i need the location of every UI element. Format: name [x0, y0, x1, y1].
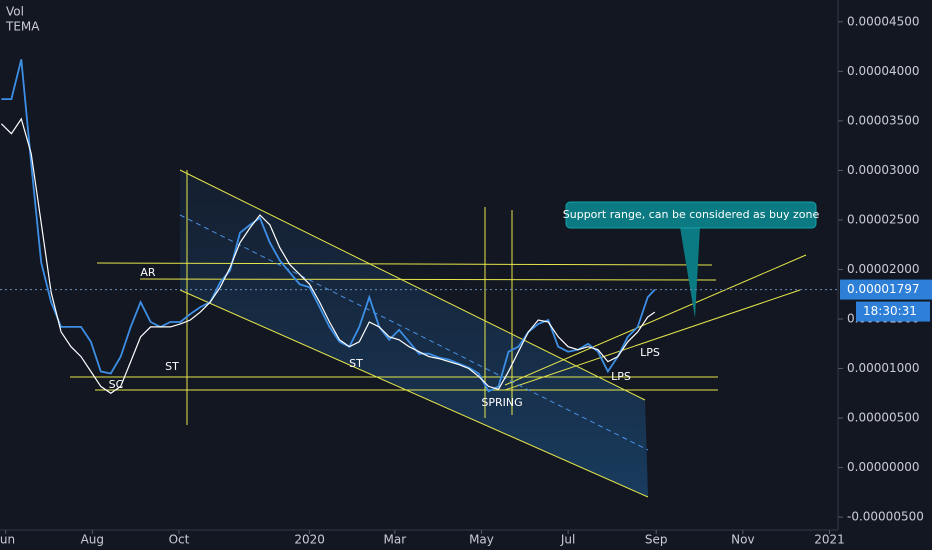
trend-line	[504, 289, 801, 391]
x-tick-label: 2020	[294, 533, 325, 547]
callout-box	[565, 201, 817, 229]
countdown-box	[856, 301, 930, 322]
x-tick-label: 2021	[814, 533, 845, 547]
y-tick-label: 0.00002500	[847, 212, 920, 226]
y-tick-label: 0.00002000	[847, 262, 920, 276]
annotation: SC	[109, 378, 124, 391]
drawings	[70, 169, 807, 498]
trend-line	[96, 262, 713, 266]
annotation: SPRING	[481, 396, 522, 409]
last-price-label: 0.00001797	[847, 282, 920, 296]
x-tick-label: Jun	[0, 533, 15, 547]
last-price-box	[840, 279, 932, 300]
tema-line	[0, 117, 656, 395]
overlay: AR ST SC ST SPRING LPS LPS Support range, can b…	[0, 201, 838, 409]
callout-text: Support range, can be considered as buy …	[563, 208, 820, 221]
channel-midline	[179, 214, 649, 451]
annotation: AR	[140, 266, 156, 279]
countdown-label: 18:30:31	[863, 304, 917, 318]
legend-vol: Vol	[6, 5, 24, 19]
y-tick-label: 0.00004500	[847, 14, 920, 28]
x-tick-label: Oct	[169, 533, 190, 547]
y-tick-label: 0.00000500	[847, 411, 920, 425]
y-tick-label: 0.00004000	[847, 64, 920, 78]
x-tick-label: Aug	[81, 533, 104, 547]
price-axis	[838, 0, 932, 550]
annotation: ST	[349, 357, 363, 370]
price-line	[1, 59, 656, 393]
legend-tema: TEMA	[5, 20, 40, 34]
x-tick-label: May	[469, 533, 494, 547]
channel-fill	[180, 170, 648, 497]
annotation: ST	[165, 360, 179, 373]
x-tick-label: Jul	[560, 533, 575, 547]
y-tick-label: -0.00000500	[847, 510, 924, 524]
y-tick-label: 0.00003000	[847, 163, 920, 177]
y-tick-label: 0.00003500	[847, 113, 920, 127]
trend-line	[179, 289, 649, 498]
trend-line	[504, 254, 807, 386]
annotation: LPS	[640, 346, 660, 359]
plot	[0, 59, 656, 395]
x-tick-label: Mar	[384, 533, 407, 547]
x-tick-label: Nov	[731, 533, 754, 547]
trend-line	[179, 169, 646, 401]
trend-line	[139, 278, 717, 281]
y-tick-label: 0.00000000	[847, 460, 920, 474]
callout-pointer	[680, 227, 700, 318]
annotation: LPS	[611, 370, 631, 383]
x-tick-label: Sep	[645, 533, 668, 547]
y-tick-label: 0.00001000	[847, 361, 920, 375]
axes: 0.00004500 0.00004000 0.00003500 0.00003000…	[0, 14, 932, 547]
